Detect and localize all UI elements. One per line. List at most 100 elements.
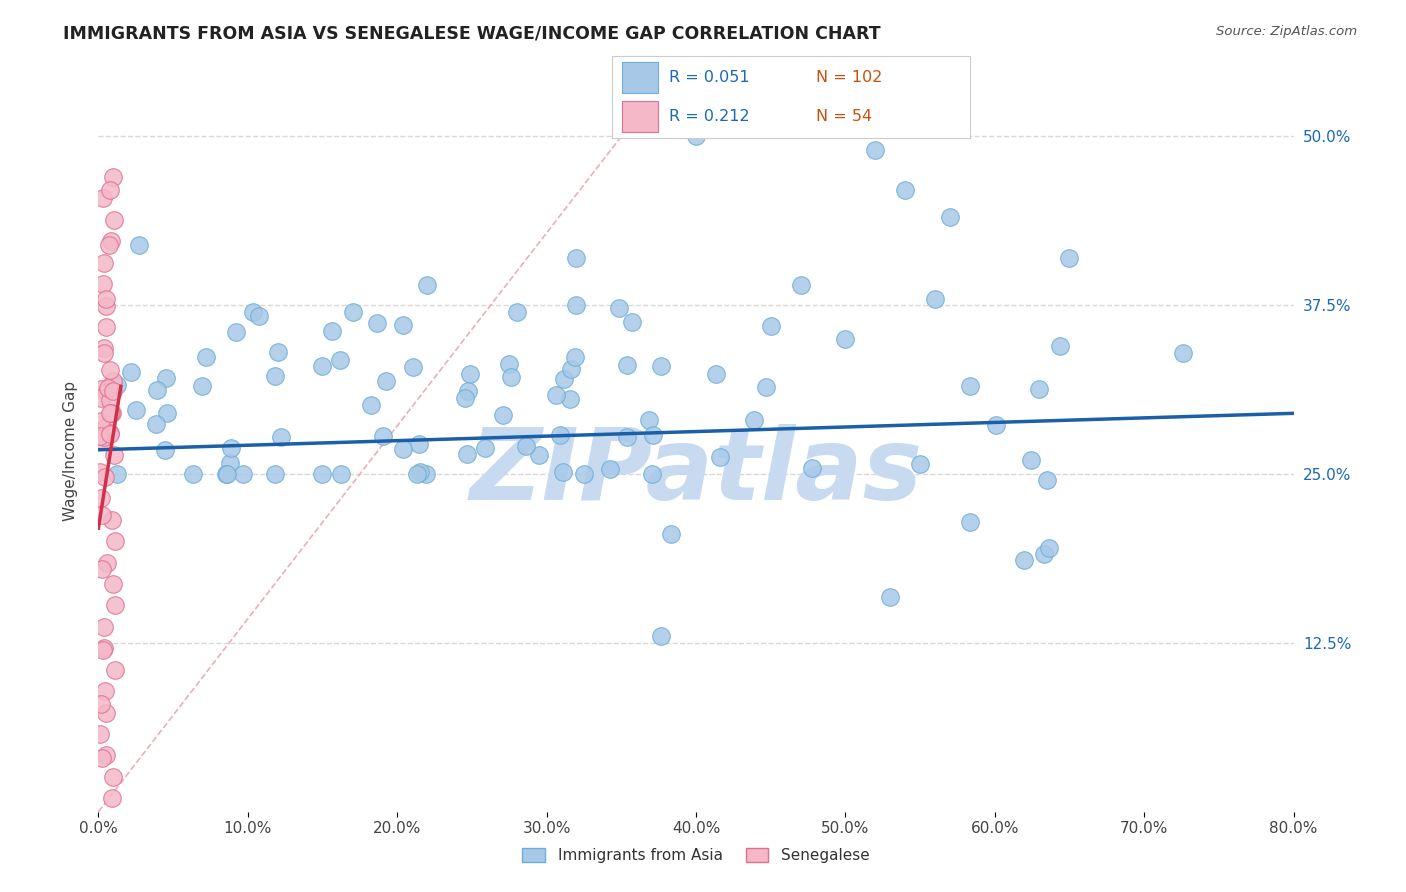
- Point: [474, 441, 496, 455]
- Point: [91, 642, 114, 657]
- Point: [616, 358, 638, 372]
- Point: [100, 363, 122, 377]
- Point: [456, 447, 478, 461]
- Point: [544, 388, 567, 402]
- Point: [101, 374, 124, 388]
- Point: [225, 325, 247, 339]
- Point: [800, 461, 823, 475]
- Point: [709, 450, 731, 465]
- Point: [264, 369, 287, 384]
- Point: [98, 393, 121, 408]
- Point: [89, 465, 111, 479]
- Point: [215, 467, 238, 481]
- Point: [1171, 346, 1194, 360]
- Point: [270, 429, 292, 443]
- Point: [90, 382, 112, 396]
- Point: [416, 278, 439, 293]
- Text: ZIPatlas: ZIPatlas: [470, 424, 922, 521]
- Point: [1038, 541, 1060, 555]
- Point: [98, 426, 121, 441]
- Point: [120, 366, 142, 380]
- Point: [97, 237, 120, 252]
- Point: [155, 371, 177, 385]
- Point: [939, 211, 962, 225]
- Point: [104, 599, 127, 613]
- Point: [89, 727, 111, 741]
- Point: [100, 234, 122, 248]
- Point: [560, 362, 582, 376]
- Point: [457, 384, 479, 399]
- Point: [408, 436, 430, 450]
- Point: [94, 299, 117, 313]
- Point: [1012, 553, 1035, 567]
- Text: IMMIGRANTS FROM ASIA VS SENEGALESE WAGE/INCOME GAP CORRELATION CHART: IMMIGRANTS FROM ASIA VS SENEGALESE WAGE/…: [63, 25, 882, 43]
- Point: [342, 305, 364, 319]
- Point: [311, 467, 333, 481]
- Point: [90, 697, 112, 711]
- Point: [90, 491, 112, 506]
- Point: [91, 508, 114, 522]
- Point: [409, 465, 432, 479]
- Point: [650, 629, 672, 643]
- Point: [373, 428, 395, 442]
- Point: [1019, 453, 1042, 467]
- Point: [415, 467, 437, 481]
- Point: [93, 255, 115, 269]
- Text: R = 0.212: R = 0.212: [669, 109, 749, 124]
- Point: [986, 418, 1008, 433]
- Point: [1028, 382, 1050, 396]
- Point: [90, 414, 112, 428]
- Point: [1032, 547, 1054, 561]
- Point: [685, 129, 707, 144]
- Point: [94, 748, 117, 763]
- Point: [267, 344, 290, 359]
- Point: [742, 413, 765, 427]
- Point: [128, 237, 150, 252]
- Point: [506, 305, 529, 319]
- Point: [959, 516, 981, 530]
- Legend: Immigrants from Asia, Senegalese: Immigrants from Asia, Senegalese: [516, 842, 876, 869]
- Point: [125, 402, 148, 417]
- Point: [101, 169, 124, 184]
- Point: [1059, 251, 1081, 265]
- Text: N = 54: N = 54: [815, 109, 872, 124]
- Point: [553, 372, 575, 386]
- Point: [564, 351, 586, 365]
- Point: [454, 391, 477, 405]
- Point: [641, 428, 664, 442]
- Point: [789, 278, 811, 293]
- Point: [181, 467, 204, 481]
- Point: [90, 750, 112, 764]
- Point: [924, 292, 946, 306]
- FancyBboxPatch shape: [623, 101, 658, 132]
- Point: [641, 467, 664, 481]
- Y-axis label: Wage/Income Gap: Wage/Income Gap: [63, 380, 77, 521]
- Point: [609, 301, 631, 316]
- Point: [93, 620, 115, 634]
- Point: [93, 342, 115, 356]
- Point: [100, 406, 122, 420]
- Point: [834, 332, 856, 346]
- Point: [89, 429, 111, 443]
- Point: [93, 345, 115, 359]
- Point: [146, 383, 169, 397]
- Point: [311, 359, 333, 373]
- Point: [321, 324, 343, 338]
- Point: [329, 353, 352, 368]
- Point: [366, 316, 388, 330]
- Text: R = 0.051: R = 0.051: [669, 70, 749, 85]
- Point: [375, 374, 398, 388]
- Point: [156, 406, 179, 420]
- Point: [145, 417, 167, 432]
- Point: [94, 470, 117, 484]
- Point: [551, 465, 574, 479]
- Point: [191, 378, 214, 392]
- Point: [458, 368, 481, 382]
- Point: [910, 458, 932, 472]
- Point: [1036, 473, 1059, 487]
- Point: [91, 277, 114, 291]
- FancyBboxPatch shape: [623, 62, 658, 93]
- Point: [264, 467, 287, 481]
- Point: [527, 448, 550, 462]
- Point: [704, 367, 727, 381]
